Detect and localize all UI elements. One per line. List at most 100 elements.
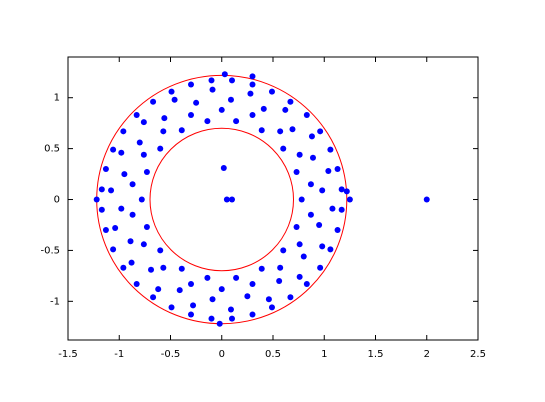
point <box>265 296 272 303</box>
point <box>282 106 289 113</box>
point <box>227 306 234 313</box>
point <box>249 73 256 80</box>
point <box>233 274 240 281</box>
point <box>160 264 167 271</box>
point <box>249 281 256 288</box>
point <box>268 304 275 311</box>
point <box>128 259 135 266</box>
point <box>138 196 145 203</box>
point <box>140 151 147 158</box>
point <box>121 171 128 178</box>
point <box>260 105 267 112</box>
x-tick-label: 0.5 <box>265 349 281 360</box>
y-tick-label: -0.5 <box>40 245 60 256</box>
point <box>168 304 175 311</box>
point <box>188 81 194 88</box>
point <box>343 188 350 195</box>
point <box>204 118 211 125</box>
point <box>249 81 256 88</box>
point <box>127 238 134 245</box>
point <box>220 164 227 171</box>
x-tick-label: -1.5 <box>58 349 78 360</box>
point <box>102 227 109 234</box>
point <box>133 112 140 119</box>
point <box>249 311 256 318</box>
point <box>98 206 105 213</box>
y-tick-label: 1 <box>54 93 60 104</box>
point <box>293 224 300 231</box>
point <box>93 196 100 203</box>
point <box>303 112 310 119</box>
point <box>334 227 341 234</box>
point <box>316 221 323 228</box>
point <box>229 315 235 322</box>
y-tick-label: 0.5 <box>44 144 60 155</box>
point <box>296 151 303 158</box>
point <box>329 205 336 212</box>
point <box>338 186 345 193</box>
point <box>193 99 200 106</box>
point <box>188 281 194 288</box>
point <box>227 96 234 103</box>
point <box>280 145 287 152</box>
point <box>118 149 125 156</box>
point <box>268 88 275 95</box>
y-tick-label: 0 <box>54 195 60 206</box>
point <box>102 165 109 172</box>
x-tick-label: -1 <box>114 349 124 360</box>
point <box>143 224 150 231</box>
point <box>277 264 284 271</box>
point <box>258 127 265 134</box>
point <box>110 246 117 253</box>
point <box>150 98 157 105</box>
point <box>112 225 119 232</box>
point <box>209 296 216 303</box>
point <box>229 196 235 203</box>
point <box>120 264 127 271</box>
point <box>178 265 185 272</box>
point <box>277 128 284 135</box>
point <box>216 320 223 327</box>
point <box>188 112 194 119</box>
point <box>298 196 305 203</box>
point <box>258 265 265 272</box>
point <box>303 281 310 288</box>
point <box>98 186 105 193</box>
point <box>346 196 353 203</box>
point <box>218 106 225 113</box>
point <box>136 139 143 146</box>
point <box>229 77 235 84</box>
point <box>276 277 283 284</box>
point <box>287 98 294 105</box>
point <box>296 273 303 280</box>
point <box>140 241 147 248</box>
point <box>280 247 287 254</box>
point <box>233 118 240 125</box>
point <box>178 127 185 134</box>
point <box>307 211 314 218</box>
point <box>188 311 194 318</box>
point <box>327 246 334 253</box>
point <box>325 168 332 175</box>
point <box>129 181 136 188</box>
point <box>143 169 150 176</box>
point <box>289 126 296 133</box>
point <box>319 187 326 194</box>
point <box>423 196 430 203</box>
point <box>334 165 341 172</box>
point <box>133 281 140 288</box>
plot-frame <box>67 56 479 341</box>
point <box>204 274 211 281</box>
point <box>317 264 324 271</box>
x-tick-label: 2 <box>424 349 430 360</box>
y-tick-label: -1 <box>50 296 60 307</box>
point <box>118 205 125 212</box>
x-tick-label: 1.5 <box>368 349 384 360</box>
x-tick-label: 0 <box>219 349 225 360</box>
point <box>209 86 216 93</box>
point <box>161 115 168 122</box>
point <box>308 133 315 140</box>
point <box>208 77 215 84</box>
x-tick-label: 2.5 <box>470 349 486 360</box>
circle-curve <box>149 127 294 272</box>
